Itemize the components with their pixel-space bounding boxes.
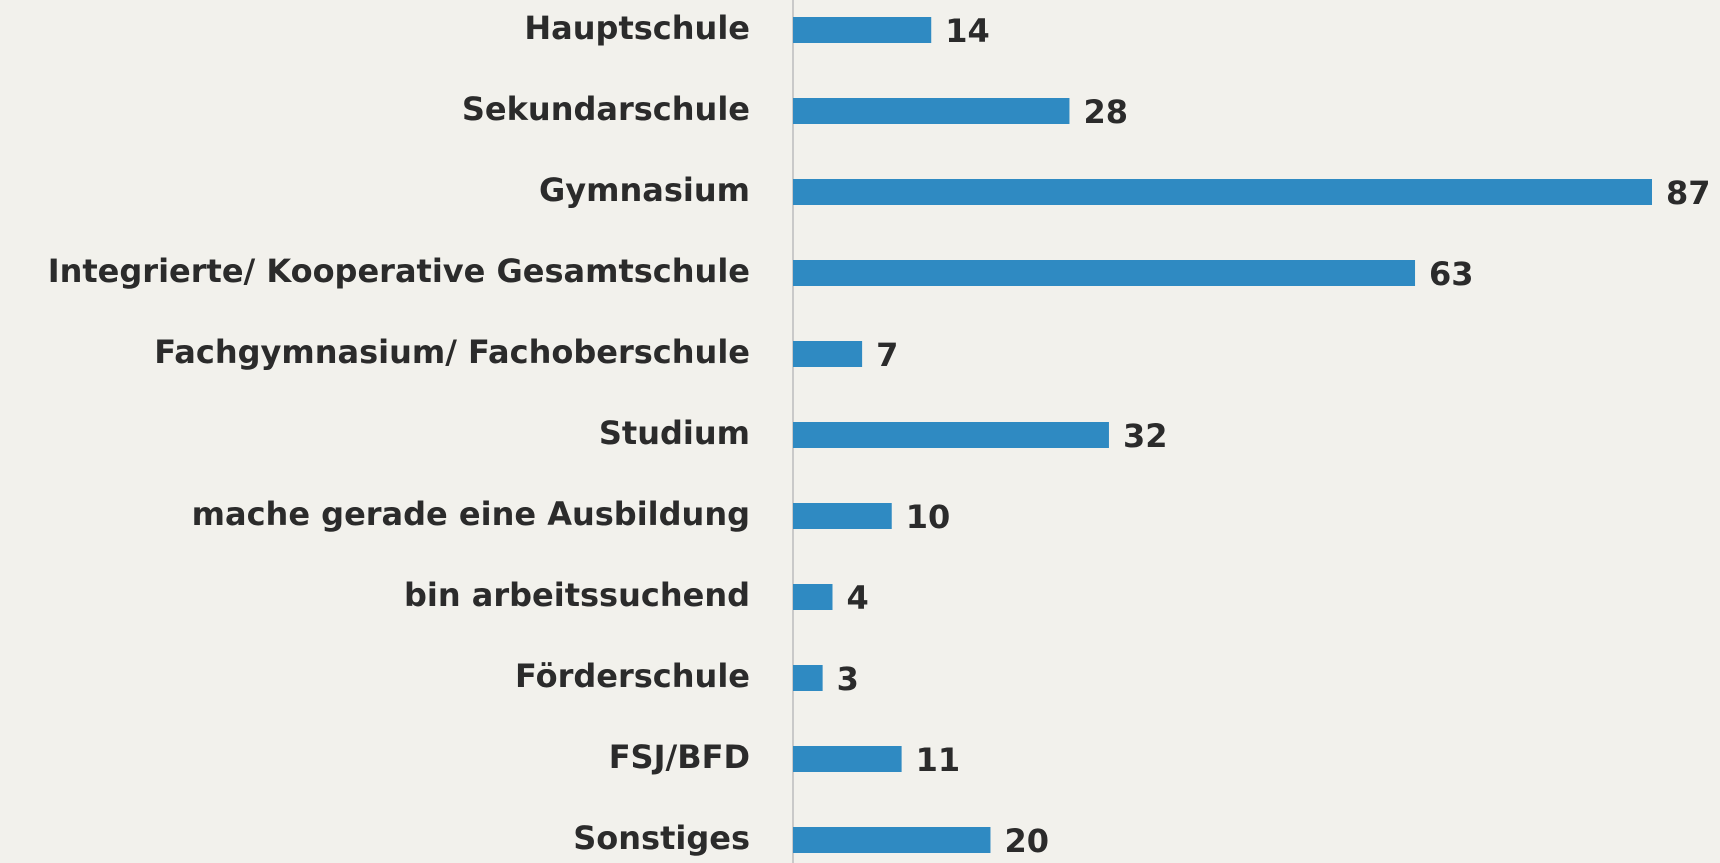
- category-label: mache gerade eine Ausbildung: [192, 495, 750, 533]
- value-label: 87: [1666, 174, 1711, 212]
- bar: [793, 503, 892, 529]
- category-label: Förderschule: [515, 657, 750, 695]
- bar: [793, 179, 1652, 205]
- value-label: 11: [916, 741, 961, 779]
- category-label: Sonstiges: [573, 819, 750, 857]
- bar: [793, 422, 1109, 448]
- bar: [793, 260, 1416, 286]
- value-label: 10: [906, 498, 951, 536]
- bar: [793, 584, 833, 610]
- bar: [793, 746, 902, 772]
- value-label: 3: [837, 660, 859, 698]
- value-label: 4: [846, 579, 868, 617]
- value-label: 28: [1083, 93, 1128, 131]
- value-label: 32: [1123, 417, 1168, 455]
- bar: [793, 98, 1070, 124]
- category-label: Studium: [599, 414, 750, 452]
- value-label: 20: [1004, 822, 1049, 860]
- category-label: Hauptschule: [524, 9, 750, 47]
- category-label: bin arbeitssuchend: [404, 576, 750, 614]
- value-label: 63: [1429, 255, 1474, 293]
- category-label: Gymnasium: [539, 171, 750, 209]
- bar: [793, 827, 991, 853]
- value-label: 14: [945, 12, 990, 50]
- bar: [793, 17, 932, 43]
- bar: [793, 341, 863, 367]
- category-label: Sekundarschule: [462, 90, 750, 128]
- bar: [793, 665, 823, 691]
- category-label: FSJ/BFD: [609, 738, 750, 776]
- value-label: 7: [876, 336, 898, 374]
- category-label: Integrierte/ Kooperative Gesamtschule: [48, 252, 750, 290]
- category-label: Fachgymnasium/ Fachoberschule: [154, 333, 750, 371]
